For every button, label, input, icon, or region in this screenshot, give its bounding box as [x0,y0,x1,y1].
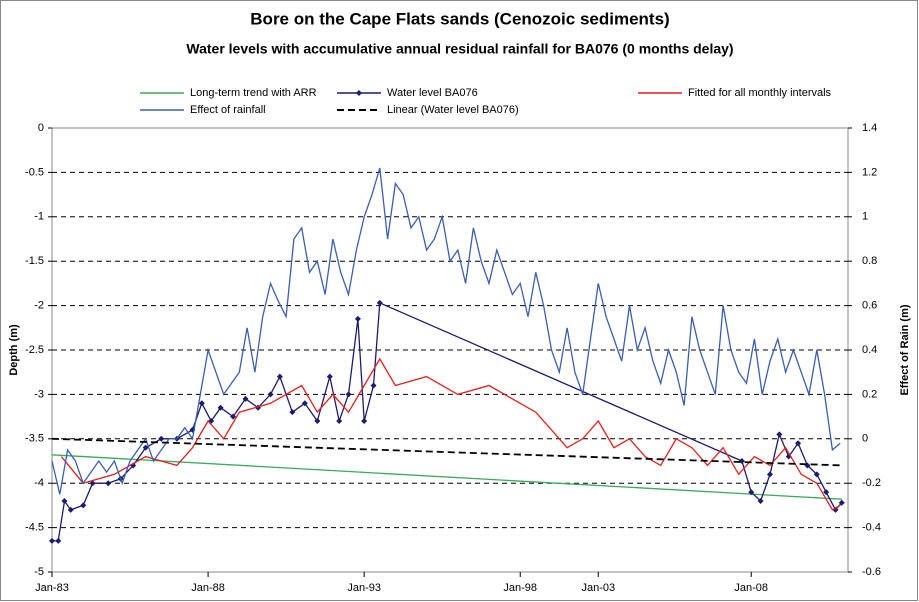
point-marker [289,409,296,416]
legend-label: Long-term trend with ARR [190,87,317,99]
point-marker [89,480,96,487]
point-marker [105,480,112,487]
point-marker [823,489,830,496]
y-tick-label: -4.5 [25,522,44,534]
x-tick-label: Jan-98 [503,582,537,594]
y-tick-label: -2 [34,300,44,312]
y2-tick-label: 0.2 [862,388,877,400]
y-tick-label: -5 [34,566,44,578]
point-marker [336,418,343,425]
point-marker [142,444,149,451]
point-marker [301,400,308,407]
point-marker [776,431,783,438]
point-marker [757,497,764,504]
x-tick-label: Jan-93 [347,582,381,594]
point-marker [230,413,237,420]
point-marker [813,471,820,478]
point-marker [314,418,321,425]
y-tick-label: -0.5 [25,166,44,178]
y-tick-label: -1 [34,211,44,223]
y-axis-label: Depth (m) [8,324,20,376]
x-tick-label: Jan-88 [191,582,225,594]
x-tick-label: Jan-83 [35,582,69,594]
y-tick-label: -3.5 [25,433,44,445]
y-tick-label: -3 [34,388,44,400]
y2-tick-label: -0.6 [862,566,881,578]
point-marker [80,502,87,509]
legend-label: Linear (Water level BA076) [387,104,519,116]
chart-subtitle: Water levels with accumulative annual re… [186,41,733,57]
point-marker [276,373,283,380]
y2-axis-label: Effect of Rain (m) [899,304,911,395]
x-tick-label: Jan-03 [581,582,615,594]
point-marker [748,489,755,496]
point-marker [55,537,62,544]
point-marker [267,391,274,398]
series-line [60,357,841,511]
point-marker [217,404,224,411]
point-marker [345,391,352,398]
legend-marker [356,90,362,96]
point-marker [766,471,773,478]
chart-title: Bore on the Cape Flats sands (Cenozoic s… [250,9,669,28]
y2-tick-label: 0 [862,433,868,445]
y2-tick-label: 1.4 [862,122,877,134]
point-marker [67,506,74,513]
point-marker [370,382,377,389]
y-tick-label: -4 [34,477,44,489]
point-marker [376,299,383,306]
y-tick-label: 0 [38,122,44,134]
point-marker [242,395,249,402]
point-marker [326,373,333,380]
point-marker [158,435,165,442]
y2-tick-label: 0.6 [862,300,877,312]
y-tick-label: -1.5 [25,255,44,267]
legend-label: Effect of rainfall [190,104,266,116]
y2-tick-label: -0.4 [862,522,881,534]
point-marker [838,499,845,506]
point-marker [795,440,802,447]
legend-label: Water level BA076 [387,87,478,99]
point-marker [361,418,368,425]
series-line [51,454,842,500]
point-marker [354,315,361,322]
y-tick-label: -2.5 [25,344,44,356]
legend-label: Fitted for all monthly intervals [688,87,832,99]
point-marker [61,497,68,504]
x-tick-label: Jan-08 [734,582,768,594]
y2-tick-label: 0.4 [862,344,877,356]
series-line [51,167,841,495]
y2-tick-label: 0.8 [862,255,877,267]
y2-tick-label: 1.2 [862,166,877,178]
y2-tick-label: -0.2 [862,477,881,489]
point-marker [49,537,55,544]
y2-tick-label: 1 [862,211,868,223]
point-marker [198,400,205,407]
